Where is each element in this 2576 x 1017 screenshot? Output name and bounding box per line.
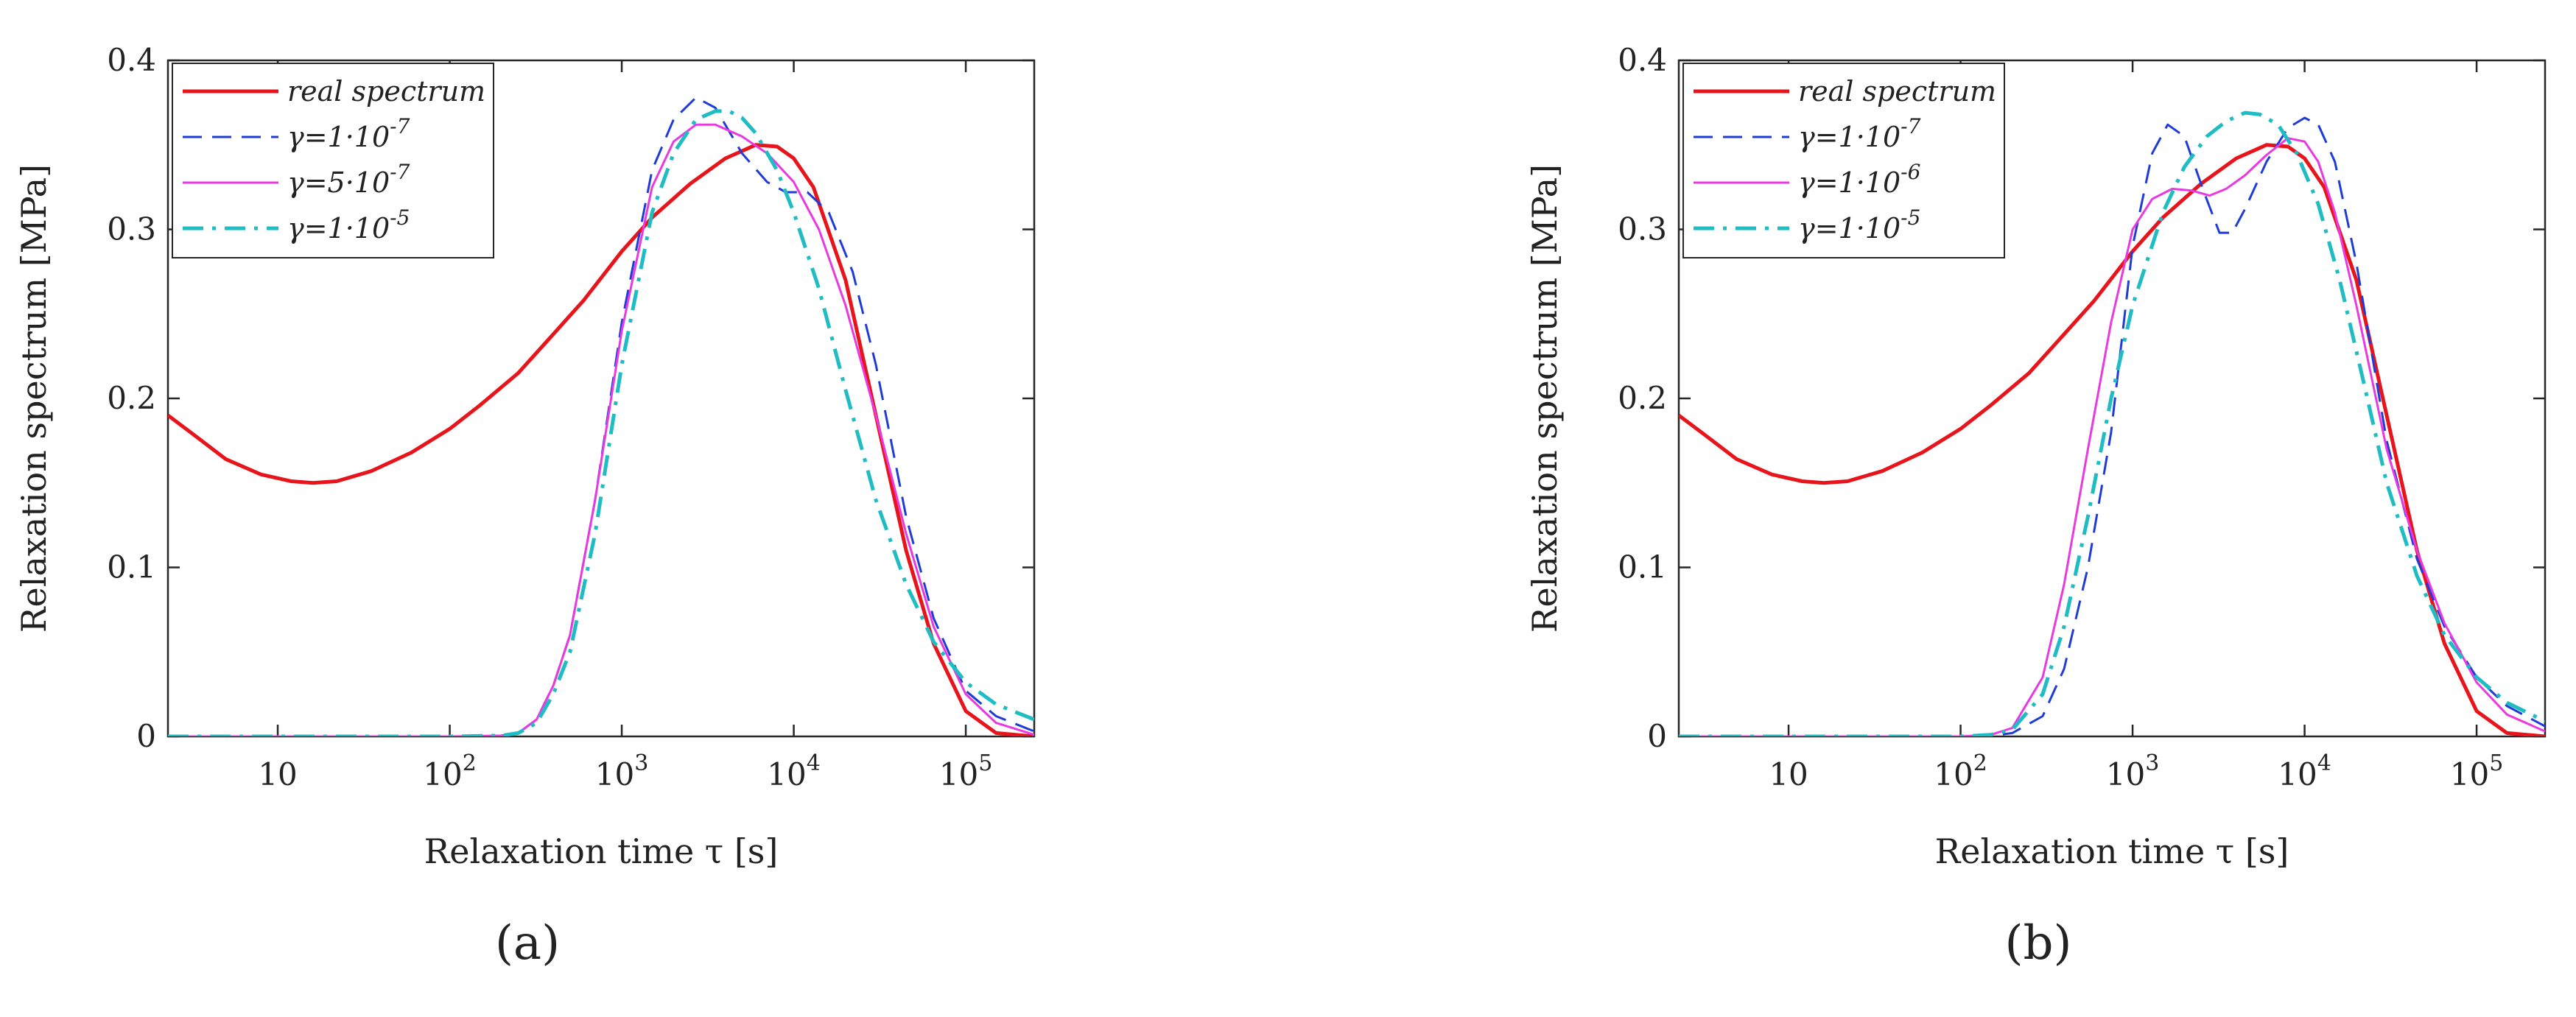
series-line-4 (1679, 110, 2545, 736)
y-tick-label: 0.4 (107, 42, 156, 78)
x-tick-label: 105 (939, 750, 993, 792)
y-axis-title: Relaxation spectrum [MPa] (1525, 164, 1565, 633)
legend-box (1682, 63, 2005, 258)
x-axis-title: Relaxation time τ [s] (424, 831, 779, 871)
series-line-3 (1679, 137, 2545, 736)
x-tick-label: 104 (767, 750, 821, 792)
legend-label-4: γ=1·10-5 (1798, 205, 1920, 244)
y-tick-label: 0.4 (1618, 42, 1667, 78)
y-tick-label: 0.3 (107, 211, 156, 247)
legend-label-1: real spectrum (287, 75, 485, 108)
y-tick-label: 0.1 (1618, 549, 1667, 585)
legend-label-3: γ=5·10-7 (287, 160, 410, 199)
x-tick-label: 103 (595, 750, 649, 792)
panel-label: (a) (495, 916, 560, 971)
x-tick-label: 10 (1769, 756, 1808, 792)
series-line-2 (168, 96, 1034, 736)
y-axis-title: Relaxation spectrum [MPa] (14, 164, 54, 633)
x-tick-label: 104 (2278, 750, 2331, 792)
chart-panel-b: 10 102 103 104 105 0 0.1 0.2 0.3 0.4 Relaxation ti… (1525, 42, 2547, 971)
legend-label-3: γ=1·10-6 (1798, 160, 1920, 199)
chart-panel-a: 10 102 103 104 105 0 0.1 0.2 0.3 0.4 Relaxation ti… (14, 42, 1036, 971)
y-tick-label: 0.1 (107, 549, 156, 585)
x-tick-label: 10 (258, 756, 297, 792)
legend-label-1: real spectrum (1798, 75, 1996, 108)
series-line-3 (168, 123, 1034, 736)
series-group (168, 96, 1034, 736)
legend-label-2: γ=1·10-7 (1798, 114, 1921, 153)
x-tick-label: 103 (2106, 750, 2160, 792)
series-group (1679, 110, 2545, 736)
x-tick-label: 105 (2450, 750, 2504, 792)
series-line-1 (168, 143, 1034, 736)
y-tick-label: 0.2 (1618, 380, 1667, 416)
y-tick-label: 0.3 (1618, 211, 1667, 247)
legend-label-4: γ=1·10-5 (287, 205, 410, 244)
y-tick-label: 0.2 (107, 380, 156, 416)
y-tick-label: 0 (136, 718, 156, 754)
x-axis-title: Relaxation time τ [s] (1935, 831, 2289, 871)
x-tick-label: 102 (423, 750, 477, 792)
x-tick-label: 102 (1934, 750, 1987, 792)
y-tick-label: 0 (1647, 718, 1667, 754)
panel-label: (b) (2005, 916, 2072, 971)
legend-label-2: γ=1·10-7 (287, 114, 410, 153)
legend-box (172, 63, 494, 258)
